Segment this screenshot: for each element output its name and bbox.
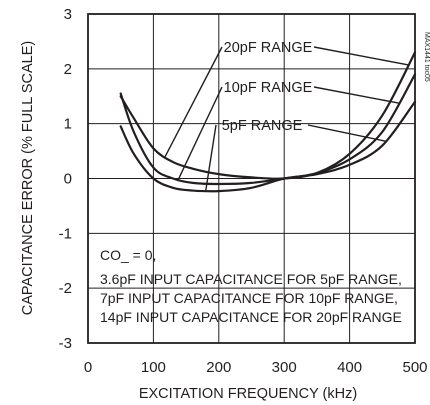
y-tick-label-0: 0 bbox=[64, 171, 72, 188]
series-label-10pf-range: 10pF RANGE bbox=[224, 80, 313, 96]
pointer-line-right-5pf-range bbox=[307, 124, 386, 142]
y-tick-label-1: -1 bbox=[59, 225, 72, 242]
y-tick-label-2: -2 bbox=[59, 280, 72, 297]
series-line-10pf-range bbox=[119, 73, 417, 186]
series-line-5pf-range bbox=[119, 100, 417, 193]
pointer-layer bbox=[164, 46, 409, 191]
y-tick-label-3: -3 bbox=[59, 335, 72, 352]
y-tick-label-1: 1 bbox=[64, 116, 72, 133]
pointer-line-right-20pf-range bbox=[313, 46, 409, 66]
x-tick-label-0: 0 bbox=[84, 359, 92, 376]
pointer-line-left-10pf-range bbox=[177, 86, 223, 180]
series-line-20pf-range bbox=[119, 51, 417, 180]
x-tick-label-300: 300 bbox=[272, 359, 297, 376]
note-line-1: CO_ = 0, bbox=[100, 247, 156, 263]
plot-frame bbox=[87, 13, 416, 344]
pointer-line-left-5pf-range bbox=[205, 124, 217, 191]
tick-label-layer: 0 100 200 300 400 500 3 2 1 0 -1 -2 -3 bbox=[59, 6, 428, 376]
pointer-line-right-10pf-range bbox=[313, 86, 399, 104]
note-line-2: 3.6pF INPUT CAPACITANCE FOR 5pF RANGE, bbox=[100, 271, 402, 287]
y-tick-label-3: 3 bbox=[64, 6, 72, 23]
note-line-4: 14pF INPUT CAPACITANCE FOR 20pF RANGE bbox=[100, 309, 402, 325]
series-label-5pf-range: 5pF RANGE bbox=[222, 118, 303, 134]
series-layer bbox=[119, 51, 417, 193]
x-tick-label-400: 400 bbox=[337, 359, 362, 376]
series-label-20pf-range: 20pF RANGE bbox=[224, 40, 313, 56]
y-tick-label-2: 2 bbox=[64, 61, 72, 78]
note-box: CO_ = 0, 3.6pF INPUT CAPACITANCE FOR 5pF… bbox=[100, 247, 402, 325]
x-tick-label-500: 500 bbox=[402, 359, 427, 376]
x-tick-label-200: 200 bbox=[206, 359, 231, 376]
x-axis-title: EXCITATION FREQUENCY (kHz) bbox=[139, 386, 357, 402]
chart-watermark: MAX1441 toc05 bbox=[423, 32, 430, 82]
pointer-line-left-20pf-range bbox=[164, 46, 223, 157]
y-axis-title: CAPACITANCE ERROR (% FULL SCALE) bbox=[20, 41, 36, 315]
series-label-layer: 20pF RANGE 10pF RANGE 5pF RANGE bbox=[222, 40, 313, 134]
note-line-3: 7pF INPUT CAPACITANCE FOR 10pF RANGE, bbox=[100, 290, 398, 306]
x-tick-label-100: 100 bbox=[141, 359, 166, 376]
grid-layer bbox=[88, 14, 415, 343]
